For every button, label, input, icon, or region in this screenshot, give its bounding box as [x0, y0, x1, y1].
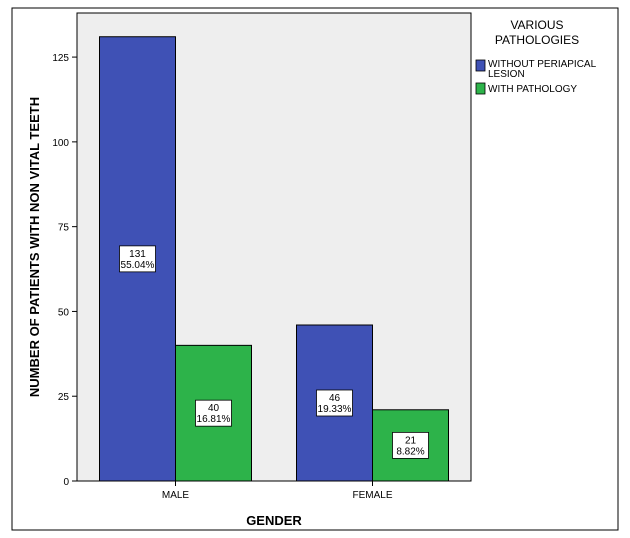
legend-label: WITH PATHOLOGY [488, 84, 577, 95]
legend-label-line1: WITHOUT PERIAPICAL [488, 59, 597, 70]
data-label-box [392, 431, 429, 459]
legend-swatch [475, 82, 486, 95]
data-label-percent: 55.04% [121, 260, 155, 271]
data-label-box [119, 245, 156, 273]
data-label-count: 131 [129, 249, 146, 260]
legend-swatch [475, 59, 486, 72]
y-tick-label: 100 [52, 138, 69, 149]
y-tick-label: 0 [63, 477, 69, 488]
data-label-box [316, 389, 353, 417]
data-label-count: 46 [329, 393, 341, 404]
y-axis-title: NUMBER OF PATIENTS WITH NON VITAL TEETH [27, 97, 42, 397]
data-label-count: 40 [208, 403, 220, 414]
data-label-percent: 8.82% [396, 446, 424, 457]
x-tick-label: MALE [162, 490, 190, 501]
x-axis-title: GENDER [246, 513, 302, 528]
y-tick-label: 50 [58, 307, 70, 318]
x-tick-label: FEMALE [352, 490, 392, 501]
data-label-count: 21 [405, 435, 417, 446]
y-tick-label: 25 [58, 392, 70, 403]
data-label-box [195, 399, 232, 427]
legend-title-line1: VARIOUS [510, 18, 563, 32]
y-tick-label: 125 [52, 53, 69, 64]
data-label-percent: 19.33% [318, 404, 352, 415]
legend-title-line2: PATHOLOGIES [495, 33, 579, 47]
y-tick-label: 75 [58, 223, 70, 234]
legend-label-line2: LESION [488, 69, 525, 80]
data-label-percent: 16.81% [197, 414, 231, 425]
chart-frame [11, 7, 619, 531]
